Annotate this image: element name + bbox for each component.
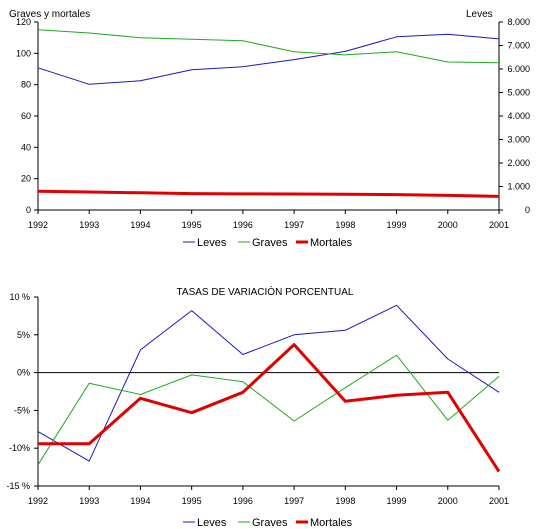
left-axis-label: Graves y mortales [9,9,90,20]
series-line-mortales [38,343,501,473]
x-tick-label: 1996 [233,496,253,506]
chart1-legend: Leves Graves Mortales [183,237,353,249]
left-tick-label: 60 [21,111,31,121]
y-tick-label: 10 % [9,292,30,302]
legend-label-mortales: Mortales [310,517,353,529]
left-tick-label: 120 [16,17,31,27]
chart1-axes [37,22,500,211]
right-tick-label: 5.000 [507,88,530,98]
chart1-ticks: 0 20 40 60 80 100 120 0 1.000 2.000 3.000 4.000 5.00… [16,17,530,230]
x-tick-label: 1995 [182,220,202,230]
right-tick-label: 3.000 [507,135,530,145]
x-tick-label: 2000 [438,220,458,230]
left-tick-label: 80 [21,80,31,90]
series-line-leves [37,304,500,462]
y-tick-label: 0% [17,368,30,378]
x-tick-label: 1994 [130,220,150,230]
legend-label-graves: Graves [252,517,288,529]
legend-label-graves: Graves [252,237,288,249]
series-line-graves [37,29,500,64]
x-tick-label: 1999 [387,220,407,230]
chart2-legend: Leves Graves Mortales [183,517,353,529]
x-tick-label: 1992 [28,496,48,506]
x-tick-label: 2000 [438,496,458,506]
x-tick-label: 1998 [335,220,355,230]
x-tick-label: 1994 [130,496,150,506]
percent-change-chart: TASAS DE VARIACIÓN PORCENTUAL 10 % 5% 0% -5… [6,285,509,529]
legend-label-leves: Leves [197,517,227,529]
chart1-series [37,29,500,198]
chart2-series [37,304,501,473]
series-line-mortales [37,189,500,198]
legend-label-mortales: Mortales [310,237,353,249]
chart2-axes [37,297,499,487]
right-tick-label: 1.000 [507,182,530,192]
right-axis-label: Leves [466,9,493,20]
left-tick-label: 0 [26,205,31,215]
absolute-accidents-chart: Graves y mortales Leves 0204060801001200… [9,9,530,249]
x-tick-label: 1992 [28,220,48,230]
series-line-leves [37,33,500,85]
y-tick-label: -10% [9,443,30,453]
right-tick-label: 0 [525,205,530,215]
chart2-ticks: 10 % 5% 0% -5% -10% -15 % 1992 1993 1994 1995 1996… [6,292,509,506]
series-line-graves [37,354,500,466]
right-tick-label: 8.000 [507,17,530,27]
right-tick-label: 4.000 [507,111,530,121]
x-tick-label: 1997 [284,220,304,230]
legend-label-leves: Leves [197,237,227,249]
y-tick-label: -15 % [6,481,30,491]
chart2-title: TASAS DE VARIACIÓN PORCENTUAL [177,285,354,298]
left-tick-label: 100 [16,48,31,58]
x-tick-label: 1999 [387,496,407,506]
left-tick-label: 20 [21,174,31,184]
x-tick-label: 1993 [79,220,99,230]
x-tick-label: 1993 [79,496,99,506]
left-tick-label: 40 [21,142,31,152]
right-tick-label: 2.000 [507,158,530,168]
x-tick-label: 1997 [284,496,304,506]
y-tick-label: 5% [17,330,30,340]
x-tick-label: 2001 [489,220,509,230]
x-tick-label: 1995 [182,496,202,506]
x-tick-label: 1996 [233,220,253,230]
right-tick-label: 7.000 [507,41,530,51]
x-tick-label: 2001 [489,496,509,506]
y-tick-label: -5% [14,405,30,415]
x-tick-label: 1998 [335,496,355,506]
right-tick-label: 6.000 [507,64,530,74]
